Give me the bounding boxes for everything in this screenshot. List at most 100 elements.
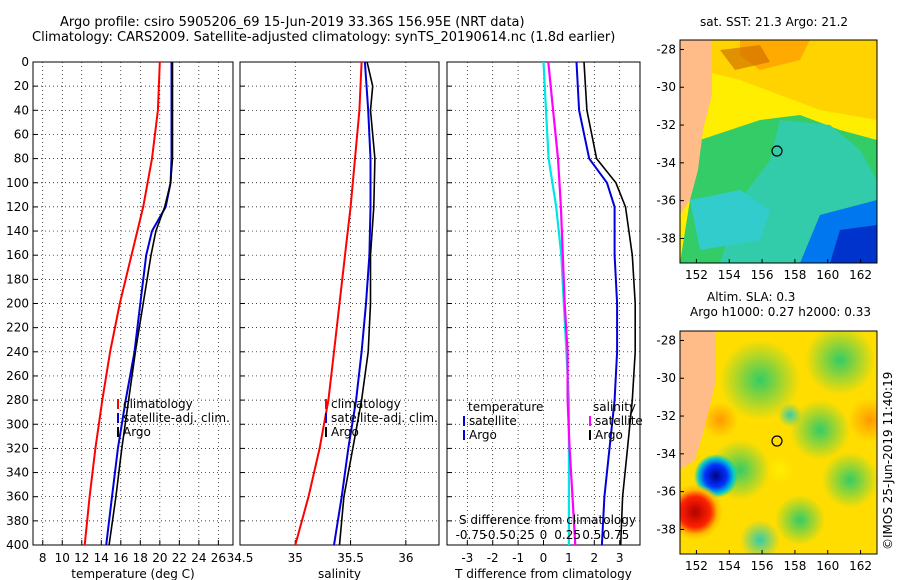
x-tick-label: 20 [152,551,167,565]
plot-frame [32,61,234,546]
series-line-s-argo [583,61,637,546]
difference-panel: -3 -2 -1 0 1 2 3 T difference from climatology t… [446,61,643,580]
sla-map-panel: Altim. SLA: 0.3 Argo h1000: 0.27 h2000: … [656,290,878,573]
s-diff-tick-label: 0.75 [603,528,630,542]
series-line-satellite-adj-clim- [105,62,173,546]
series-line-s-satellite [547,61,577,546]
map-x-tick-label: 160 [816,268,839,282]
figure-title-line1: Argo profile: csiro 5905206_69 15-Jun-20… [60,15,525,30]
argo-location-marker-sla [771,435,783,447]
map-y-tick-label: -32 [656,118,676,132]
x-tick-label: 34.5 [227,551,254,565]
s-diff-axis-title: S difference from climatology [459,513,636,527]
y-tick-label: 360 [6,490,29,504]
x-tick-label: -2 [487,551,499,565]
x-tick-label: 22 [172,551,187,565]
map-x-tick-label: 158 [783,559,806,573]
map-x-tick-label: 156 [751,268,774,282]
map-y-tick-label: -28 [656,333,676,347]
y-tick-label: 280 [6,393,29,407]
legend-label: satellite [595,414,643,428]
legend-label: satellite [469,414,517,428]
legend-label: Argo [595,428,623,442]
y-tick-label: 240 [6,345,29,359]
legend-label: Argo [331,425,359,439]
y-tick-label: 300 [6,417,29,431]
sla-map-image [680,331,877,554]
legend-label: climatology [331,397,401,411]
x-tick-label: 10 [55,551,70,565]
y-tick-label: 200 [6,297,29,311]
x-tick-label: 18 [133,551,148,565]
y-tick-label: 40 [14,103,29,117]
map-y-tick-label: -28 [656,42,676,56]
map-x-tick-label: 152 [685,559,708,573]
map-y-tick-label: -32 [656,409,676,423]
sst-map-title: sat. SST: 21.3 Argo: 21.2 [700,15,848,29]
map-x-tick-label: 158 [783,268,806,282]
y-tick-label: 0 [21,55,29,69]
x-tick-label: 0 [540,551,548,565]
map-x-tick-label: 160 [816,559,839,573]
map-y-tick-label: -34 [656,156,676,170]
series-line-argo [338,61,376,546]
map-y-tick-label: -38 [656,231,676,245]
temperature-panel: 8 10 12 14 16 18 20 22 24 26020406080100120140160… [6,55,234,580]
figure-title-line2: Climatology: CARS2009. Satellite-adjuste… [32,30,615,45]
x-tick-label: 1 [565,551,573,565]
legend-label: Argo [469,428,497,442]
x-tick-label: 8 [39,551,47,565]
legend-label: satellite-adj. clim. [331,411,438,425]
s-diff-tick-label: -0.75 [456,528,487,542]
y-tick-label: 20 [14,79,29,93]
argo-location-marker [771,145,783,157]
sst-map-frame [679,39,878,264]
sla-map-frame [679,330,878,555]
y-tick-label: 140 [6,224,29,238]
map-x-tick-label: 162 [849,559,872,573]
y-tick-label: 60 [14,127,29,141]
sst-map-image [680,40,877,263]
salinity-panel: 34.5 35 35.5 36 salinity climatologysatellite… [227,61,440,580]
x-tick-label: 35.5 [337,551,364,565]
y-tick-label: 220 [6,321,29,335]
y-tick-label: 80 [14,152,29,166]
map-y-tick-label: -30 [656,371,676,385]
sst-map-axes: 152 154 156 158 160 162 -28 -30 -32 -34 -36 -38 [656,42,872,282]
x-tick-label: 14 [94,551,109,565]
x-tick-label: 16 [113,551,128,565]
s-diff-tick-label: -0.25 [504,528,535,542]
x-tick-label: 35 [288,551,303,565]
y-tick-label: 260 [6,369,29,383]
series-line-satellite-adj-clim- [333,61,372,546]
x-tick-label: -1 [512,551,524,565]
series-line-argo [108,62,174,546]
legend-label: climatology [123,397,193,411]
y-tick-label: 100 [6,176,29,190]
x-axis-label: T difference from climatology [454,567,632,580]
sst-map-panel: sat. SST: 21.3 Argo: 21.2 152 154 156 158 16… [656,15,878,282]
series-line-t-argo [575,61,619,546]
x-tick-label: 26 [211,551,226,565]
series-line-climatology [294,61,363,546]
y-tick-label: 320 [6,441,29,455]
sla-map-axes: 152 154 156 158 160 162 -28 -30 -32 -34 -36 -38 [656,333,872,573]
map-x-tick-label: 156 [751,559,774,573]
sla-map-title-line1: Altim. SLA: 0.3 [707,290,795,304]
map-y-tick-label: -36 [656,485,676,499]
s-diff-tick-label: 0.5 [582,528,601,542]
y-tick-label: 120 [6,200,29,214]
x-tick-label: 24 [191,551,206,565]
map-y-tick-label: -38 [656,522,676,536]
legend-title-temperature: temperature [468,400,543,414]
x-tick-label: 3 [616,551,624,565]
s-diff-tick-label: -0.5 [484,528,507,542]
legend-title-salinity: salinity [593,400,636,414]
s-diff-tick-label: 0.25 [554,528,581,542]
legend-label: Argo [123,425,151,439]
x-axis-label: temperature (deg C) [71,567,194,580]
y-tick-label: 340 [6,466,29,480]
map-x-tick-label: 154 [718,559,741,573]
